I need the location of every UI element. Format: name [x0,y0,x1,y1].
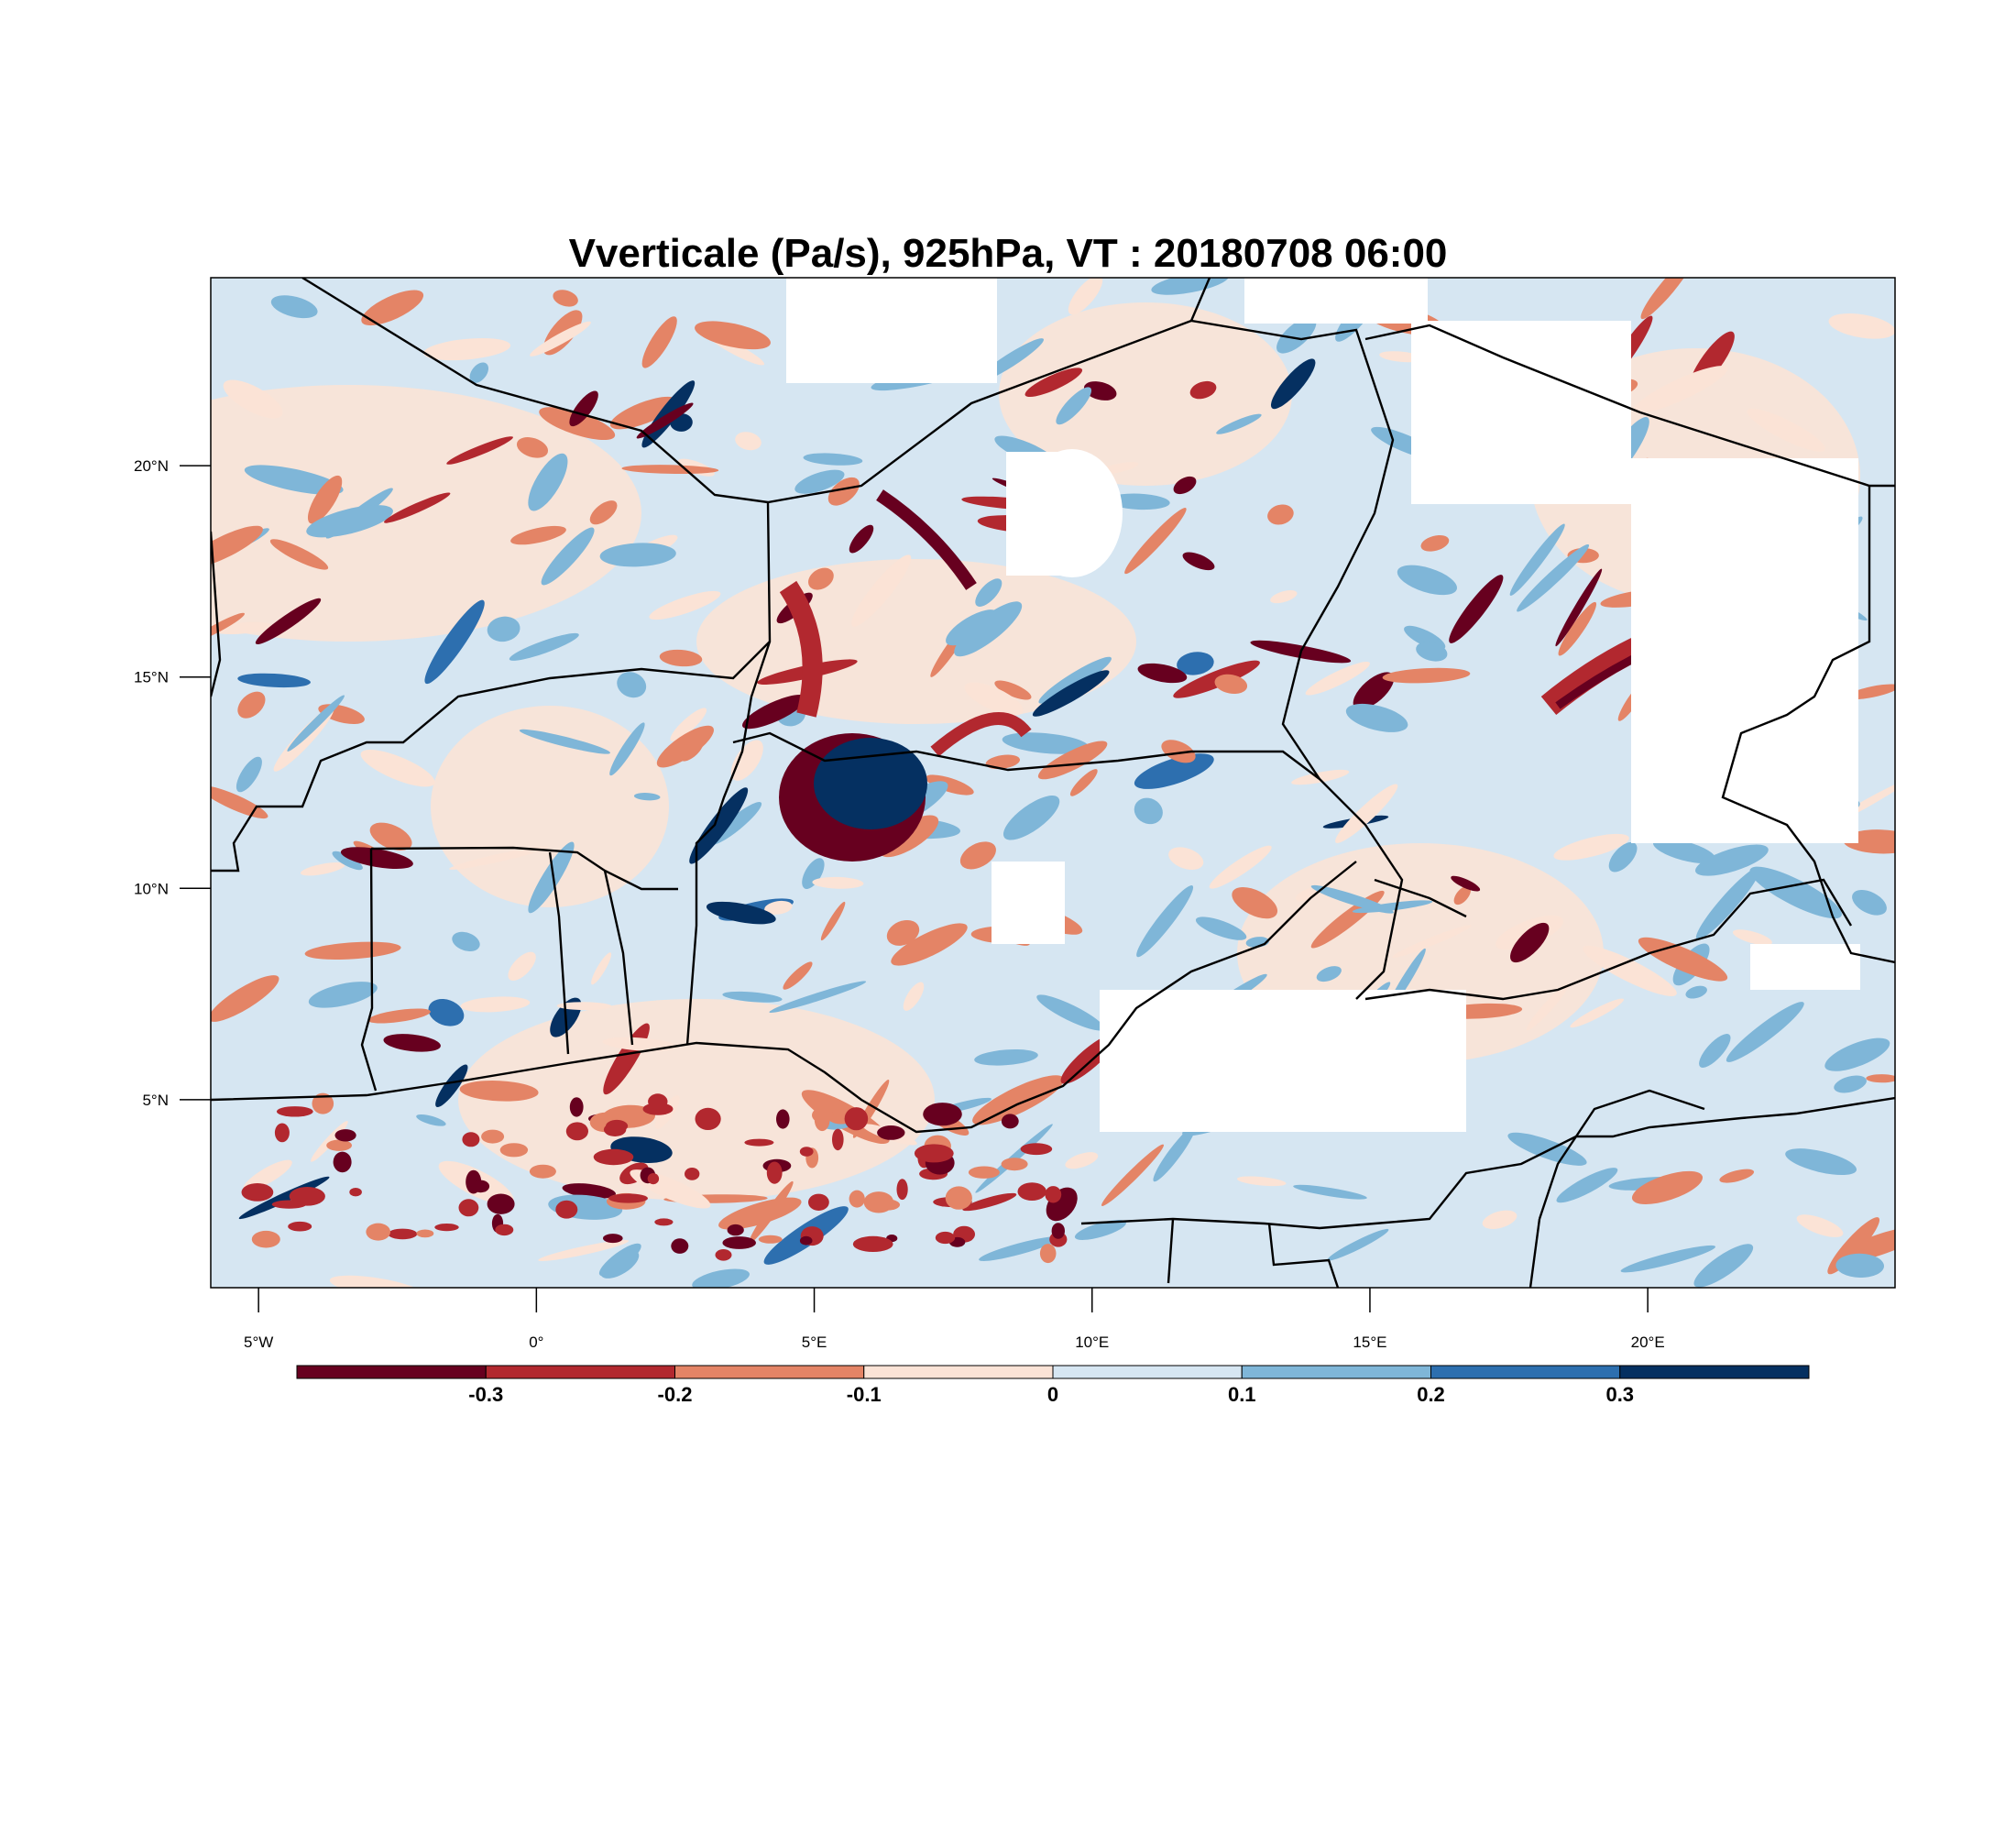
colorbar-label: -0.2 [658,1383,693,1406]
lon-tick-label: 15°E [1353,1334,1386,1351]
colorbar-swatch [1430,1365,1621,1379]
lat-tick-label: 15°N [134,669,169,686]
velocity-field [211,278,1895,1288]
colorbar-swatch [1052,1365,1243,1379]
lon-tick-label: 5°W [244,1334,273,1351]
lon-tick-label: 0° [529,1334,543,1351]
lon-tick-label: 20°E [1631,1334,1665,1351]
colorbar: -0.3 -0.2 -0.1 0 0.1 0.2 0.3 [296,1365,1810,1406]
colorbar-label: 0 [1047,1383,1058,1406]
colorbar-label: 0.1 [1228,1383,1256,1406]
colorbar-swatch [485,1365,675,1379]
lon-tick-label: 10°E [1075,1334,1109,1351]
plot-frame [210,277,1896,1289]
colorbar-swatch [296,1365,487,1379]
colorbar-label: -0.3 [468,1383,503,1406]
lat-tick-label: 10°N [134,880,169,897]
map-title: Vverticale (Pa/s), 925hPa, VT : 20180708… [568,231,1448,276]
axis-ticks: 5°W 0° 5°E 10°E 15°E 20°E 20°N 15°N 10°N 5°N [134,457,1665,1351]
colorbar-label: 0.2 [1417,1383,1445,1406]
colorbar-swatch [1241,1365,1431,1379]
country-borders [211,278,1895,1288]
lon-tick-label: 5°E [802,1334,827,1351]
colorbar-swatch [1619,1365,1810,1379]
colorbar-swatch [674,1365,865,1379]
colorbar-label: -0.1 [847,1383,882,1406]
lat-tick-label: 20°N [134,457,169,475]
colorbar-swatch [863,1365,1054,1379]
lat-tick-label: 5°N [142,1092,169,1109]
colorbar-label: 0.3 [1605,1383,1634,1406]
